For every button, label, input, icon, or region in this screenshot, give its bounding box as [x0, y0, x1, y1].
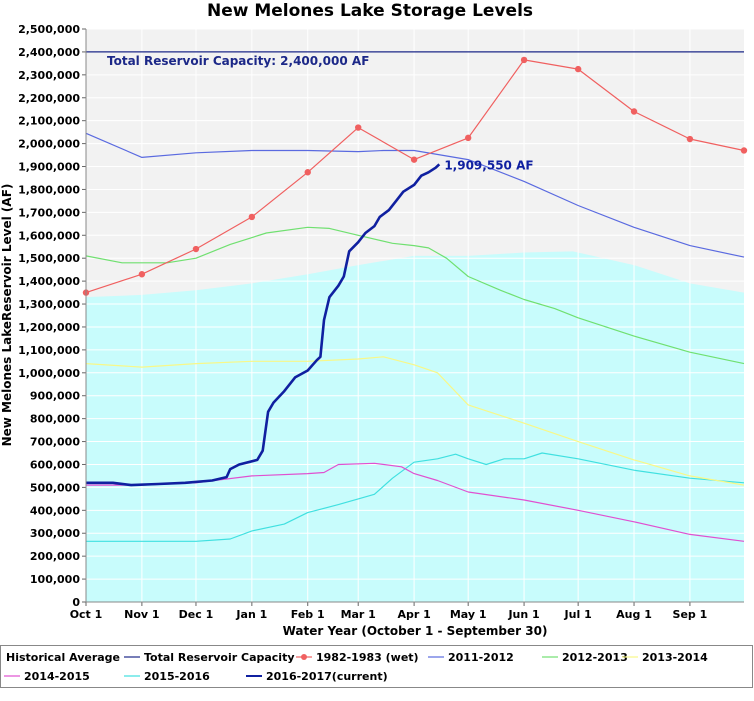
x-tick-label: Oct 1 — [70, 608, 103, 621]
y-tick-label: 2,000,000 — [18, 138, 80, 151]
x-tick-label: Feb 1 — [291, 608, 325, 621]
series-line-2013-2014 — [85, 356, 745, 486]
x-tick-label: May 1 — [450, 608, 487, 621]
y-tick-label: 0 — [72, 596, 80, 609]
legend-label-historical-average: Historical Average — [6, 651, 120, 664]
legend: Historical Average Total Reservoir Capaci… — [4, 651, 708, 683]
data-point-1982-1983-wet — [574, 65, 582, 73]
y-tick-label: 1,600,000 — [18, 229, 80, 242]
x-tick-label: Jan 1 — [235, 608, 267, 621]
y-tick-label: 1,900,000 — [18, 161, 80, 174]
y-tick-label: 2,500,000 — [18, 23, 80, 36]
data-point-1982-1983-wet — [304, 169, 311, 176]
x-tick-label: Dec 1 — [179, 608, 214, 621]
x-tick-label: Jun 1 — [507, 608, 539, 621]
data-point-1982-1983-wet — [410, 156, 418, 163]
legend-label-1982-1983-wet: 1982-1983 (wet) — [316, 651, 419, 664]
legend-label-total-reservoir-capacity: Total Reservoir Capacity — [144, 651, 295, 664]
x-axis-title: Water Year (October 1 - September 30) — [283, 624, 548, 638]
y-tick-label: 1,300,000 — [18, 298, 80, 311]
series-line-2015-2016 — [86, 452, 745, 542]
y-tick-label: 1,100,000 — [18, 344, 80, 357]
data-point-1982-1983-wet — [740, 147, 748, 154]
data-point-1982-1983-wet — [520, 56, 528, 64]
legend-label-2014-2015: 2014-2015 — [24, 670, 90, 683]
legend-label-2012-2013: 2012-2013 — [562, 651, 628, 664]
y-tick-label: 200,000 — [30, 550, 80, 563]
capacity-label: Total Reservoir Capacity: 2,400,000 AF — [107, 54, 369, 68]
axis-layer: 0 100,000 200,000 300,000 400,000 500,000 600,… — [18, 23, 744, 621]
x-tick-label: Sep 1 — [673, 608, 708, 621]
series-line-2014-2015 — [86, 462, 745, 542]
data-point-1982-1983-wet — [355, 124, 362, 131]
y-tick-label: 2,100,000 — [18, 115, 80, 128]
legend-label-2013-2014: 2013-2014 — [642, 651, 708, 664]
x-tick-label: Jul 1 — [564, 608, 592, 621]
y-tick-label: 1,400,000 — [18, 275, 80, 288]
y-tick-label: 900,000 — [30, 390, 80, 403]
data-point-1982-1983-wet — [686, 135, 694, 143]
series-layer — [82, 51, 748, 542]
data-point-1982-1983-wet — [248, 213, 256, 221]
y-axis-title: New Melones LakeReservoir Level (AF) — [0, 184, 14, 447]
data-point-1982-1983-wet — [464, 134, 472, 142]
legend-label-2015-2016: 2015-2016 — [144, 670, 210, 683]
data-point-1982-1983-wet — [138, 271, 146, 278]
series-line-2012-2013 — [85, 226, 745, 365]
y-tick-label: 500,000 — [30, 481, 80, 494]
data-point-1982-1983-wet — [192, 245, 200, 253]
x-tick-label: Aug 1 — [616, 608, 652, 621]
series-line-2016-2017-current — [86, 163, 441, 487]
y-tick-label: 800,000 — [30, 413, 80, 426]
x-tick-label: Nov 1 — [124, 608, 159, 621]
y-tick-label: 400,000 — [30, 504, 80, 517]
y-tick-label: 700,000 — [30, 436, 80, 449]
y-tick-label: 1,700,000 — [18, 206, 80, 219]
y-tick-label: 2,200,000 — [18, 92, 80, 105]
area-layer — [86, 251, 744, 602]
y-tick-label: 1,500,000 — [18, 252, 80, 265]
current-value-label: 1,909,550 AF — [444, 158, 533, 172]
chart-title: New Melones Lake Storage Levels — [207, 1, 533, 21]
y-tick-label: 2,400,000 — [18, 46, 80, 59]
legend-label-2011-2012: 2011-2012 — [448, 651, 514, 664]
y-tick-label: 300,000 — [30, 527, 80, 540]
y-tick-label: 2,300,000 — [18, 69, 80, 82]
legend-box — [0, 645, 753, 688]
x-tick-label: Apr 1 — [397, 608, 430, 621]
y-tick-label: 1,800,000 — [18, 183, 80, 196]
data-point-1982-1983-wet — [630, 108, 638, 115]
y-tick-label: 1,000,000 — [18, 367, 80, 380]
x-tick-label: Mar 1 — [341, 608, 376, 621]
y-tick-label: 600,000 — [30, 458, 80, 471]
y-tick-label: 100,000 — [30, 573, 80, 586]
y-tick-label: 1,200,000 — [18, 321, 80, 334]
legend-label-2016-2017-current: 2016-2017(current) — [266, 670, 388, 683]
legend-marker — [301, 654, 307, 660]
series-area-historical-average — [86, 251, 744, 602]
